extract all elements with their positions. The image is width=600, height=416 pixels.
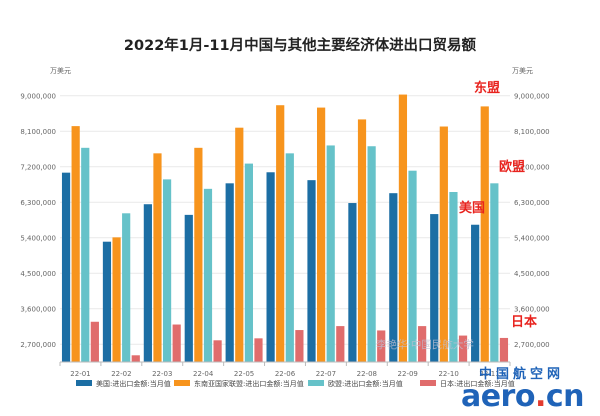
y-tick-label-left: 5,400,000 — [20, 234, 56, 242]
bar-22-02-s2 — [122, 213, 131, 362]
legend-swatch-s1 — [174, 380, 190, 386]
y-tick-label-left: 8,100,000 — [20, 128, 56, 136]
bar-22-02-s1 — [112, 237, 121, 362]
legend: 美国:进出口金额:当月值 东南亚国家联盟:进出口金额:当月值 欧盟:进出口金额:当月… — [76, 379, 515, 388]
y-axis-left: 2,700,000 3,600,000 4,500,000 5,400,000 6,30… — [20, 92, 56, 349]
legend-label: 东南亚国家联盟:进出口金额:当月值 — [194, 379, 304, 388]
bar-22-05-s3 — [254, 338, 263, 362]
bar-22-02-s0 — [102, 241, 112, 362]
bar-22-06-s3 — [295, 330, 304, 362]
x-tick-label: 22-06 — [275, 370, 296, 378]
y-tick-label-left: 4,500,000 — [20, 270, 56, 278]
bar-22-07-s2 — [326, 145, 335, 362]
bar-22-10-s1 — [439, 126, 448, 363]
y-tick-label-left: 2,700,000 — [20, 341, 56, 349]
x-tick-label: 22-02 — [111, 370, 131, 378]
y-tick-label-right: 8,100,000 — [514, 128, 550, 136]
y-axis-right: 2,700,000 3,600,000 4,500,000 5,400,000 6,30… — [514, 92, 550, 349]
logo: aero.cn — [460, 379, 585, 414]
x-axis: 22-01 22-02 22-03 22-04 22-05 22-06 22-07 22-08… — [59, 361, 511, 378]
y-tick-label-right: 7,200,000 — [514, 163, 550, 171]
annotation-label: 美国 — [459, 200, 485, 216]
legend-label: 欧盟:进出口金额:当月值 — [328, 379, 403, 388]
bar-22-09-s0 — [389, 193, 398, 362]
bar-22-10-s2 — [449, 191, 458, 362]
bar-22-04-s0 — [184, 214, 193, 362]
bar-22-09-s2 — [408, 170, 417, 362]
bar-22-11-s2 — [490, 183, 499, 362]
bar-22-11-s0 — [471, 224, 480, 362]
x-tick-label: 22-01 — [70, 370, 90, 378]
y-tick-label-left: 6,300,000 — [20, 199, 56, 207]
bar-22-06-s0 — [266, 172, 275, 362]
annotation-label: 欧盟 — [499, 159, 525, 175]
watermark: 李艳华·中国民航大学 — [376, 338, 474, 351]
bar-22-04-s3 — [213, 340, 222, 362]
bar-22-06-s1 — [276, 105, 285, 362]
y-tick-label-right: 5,400,000 — [514, 234, 550, 242]
bar-22-05-s0 — [225, 183, 234, 362]
chart-title: 2022年1月-11月中国与其他主要经济体进出口贸易额 — [123, 38, 477, 54]
logo-main: aero — [460, 379, 536, 414]
x-tick-label: 22-08 — [357, 370, 377, 378]
bar-22-01-s1 — [71, 126, 80, 362]
annotation-label: 东盟 — [474, 80, 500, 96]
legend-swatch-s3 — [420, 380, 436, 386]
legend-swatch-s0 — [76, 380, 92, 386]
logo-tld: cn — [545, 379, 585, 414]
bar-22-03-s2 — [162, 179, 172, 362]
bar-22-02-s3 — [131, 355, 140, 362]
bars — [61, 94, 509, 363]
bar-22-01-s2 — [81, 147, 90, 362]
y-tick-label-left: 3,600,000 — [20, 305, 56, 313]
y-tick-label-left: 7,200,000 — [20, 163, 56, 171]
y-axis-left-unit: 万美元 — [50, 66, 71, 75]
y-tick-label-right: 9,000,000 — [514, 92, 550, 100]
bar-22-08-s0 — [348, 203, 357, 362]
x-tick-label: 22-07 — [316, 370, 336, 378]
x-tick-label: 22-09 — [398, 370, 418, 378]
y-tick-label-right: 3,600,000 — [514, 305, 550, 313]
y-tick-label-left: 9,000,000 — [20, 92, 56, 100]
bar-22-09-s3 — [418, 326, 427, 362]
bar-22-10-s3 — [458, 335, 468, 362]
x-tick-label: 22-05 — [234, 370, 254, 378]
bar-22-01-s0 — [61, 172, 71, 362]
bar-22-03-s0 — [143, 204, 152, 362]
bar-22-07-s3 — [336, 326, 345, 362]
bar-22-06-s2 — [285, 153, 294, 362]
annotation-label: 日本 — [511, 314, 537, 330]
bar-22-08-s2 — [367, 146, 376, 362]
bar-22-08-s3 — [377, 330, 386, 362]
bar-22-04-s2 — [203, 188, 213, 362]
bar-22-07-s1 — [317, 107, 326, 362]
y-tick-label-right: 4,500,000 — [514, 270, 550, 278]
bar-22-09-s1 — [398, 94, 408, 363]
bar-22-11-s1 — [480, 106, 489, 363]
y-tick-label-right: 6,300,000 — [514, 199, 550, 207]
y-axis-right-unit: 万美元 — [512, 66, 533, 75]
bar-22-03-s3 — [172, 324, 181, 362]
bar-22-03-s1 — [153, 153, 162, 362]
x-tick-label: 22-11 — [479, 370, 499, 378]
legend-label: 日本:进出口金额:当月值 — [440, 379, 515, 388]
bar-22-05-s2 — [244, 163, 253, 362]
legend-label: 美国:进出口金额:当月值 — [96, 379, 171, 388]
x-tick-label: 22-10 — [438, 370, 458, 378]
bar-22-11-s3 — [499, 337, 509, 362]
bar-22-08-s1 — [357, 119, 367, 363]
y-tick-label-right: 2,700,000 — [514, 341, 550, 349]
legend-swatch-s2 — [308, 380, 324, 386]
x-tick-label: 22-03 — [152, 370, 172, 378]
x-tick-label: 22-04 — [193, 370, 214, 378]
logo-chinese-text: 中国航空网 — [478, 367, 564, 382]
bar-22-07-s0 — [307, 180, 316, 362]
bar-22-04-s1 — [194, 147, 203, 362]
bar-22-05-s1 — [235, 127, 244, 362]
bar-22-01-s3 — [90, 321, 99, 362]
logo-dot: . — [534, 379, 546, 414]
bar-22-10-s0 — [430, 214, 439, 362]
